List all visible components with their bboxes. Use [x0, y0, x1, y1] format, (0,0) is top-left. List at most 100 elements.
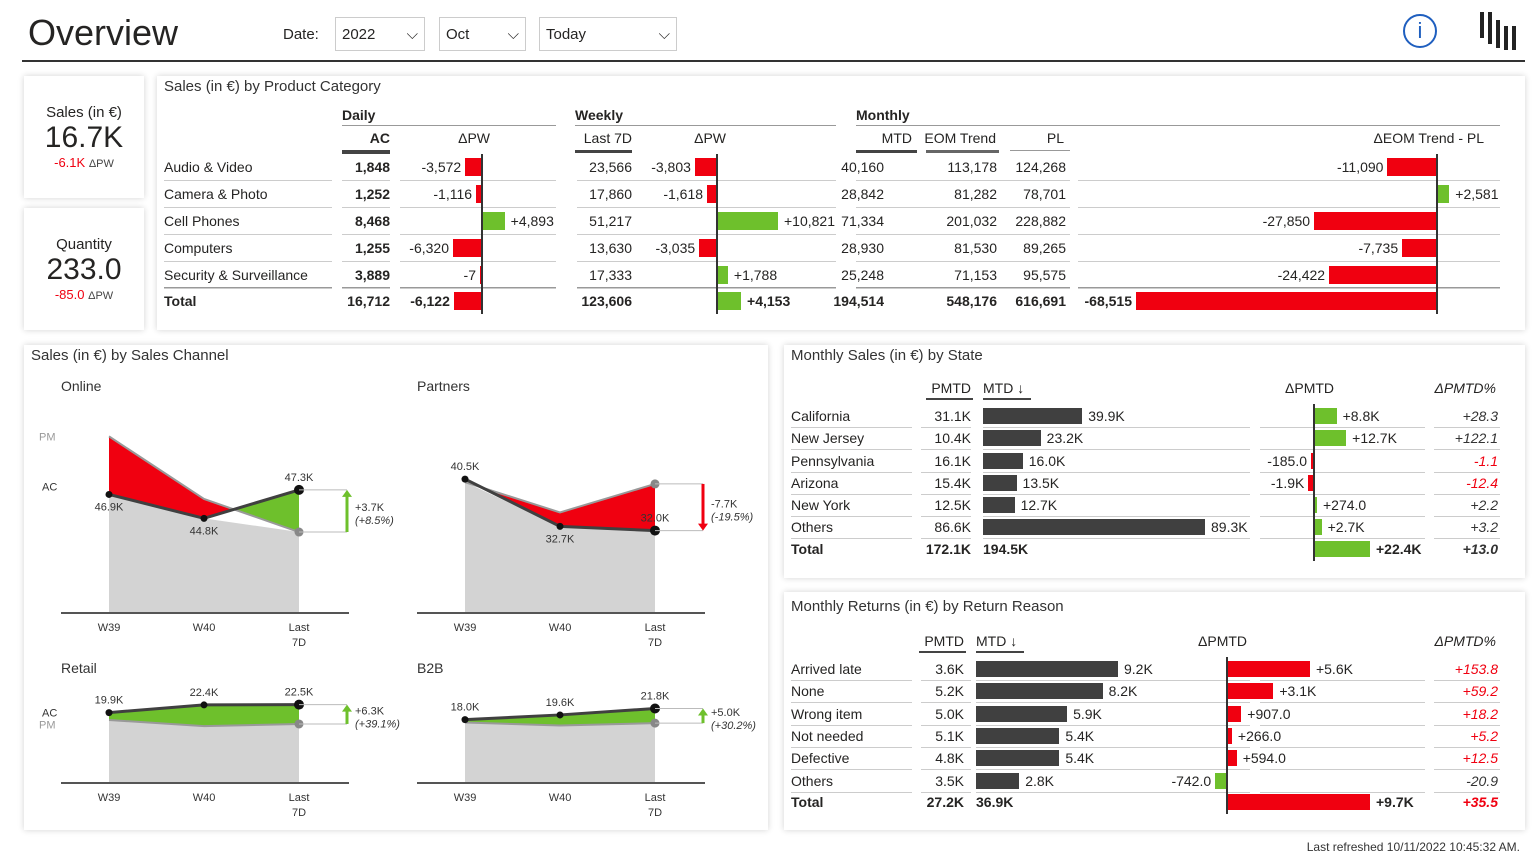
row-divider	[164, 180, 332, 181]
header-pl: PL	[1046, 130, 1064, 146]
variance-area	[560, 708, 655, 726]
group-monthly: Monthly	[856, 107, 910, 123]
data-label: 32.7K	[546, 533, 575, 545]
row-divider	[976, 769, 1250, 770]
x-tick-label: W40	[549, 622, 572, 634]
month-dropdown[interactable]: Oct ⌵	[439, 17, 526, 51]
row-divider	[791, 725, 912, 726]
row-divider	[983, 538, 1250, 539]
row-name: New Jersey	[791, 430, 865, 446]
row-name: Not needed	[791, 728, 864, 744]
group-weekly: Weekly	[575, 107, 623, 123]
delta-value: +6.3K	[355, 705, 385, 717]
mtd-value: 5.9K	[1073, 706, 1102, 722]
chart-title: B2B	[417, 660, 443, 676]
row-divider	[983, 427, 1250, 428]
row-divider	[921, 538, 971, 539]
x-tick-label: W40	[193, 622, 216, 634]
weekly-last7d: 13,630	[589, 240, 632, 256]
row-divider	[164, 288, 332, 289]
delta-value: +9.7K	[1376, 794, 1414, 810]
table-row: Others 86.6K 89.3K +2.7K +3.2	[784, 345, 1525, 578]
row-divider	[1434, 516, 1500, 517]
delta-value: +3.1K	[1279, 683, 1317, 699]
mtd-bar	[983, 475, 1017, 491]
weekly-last7d: 17,860	[589, 186, 632, 202]
delta-bar	[1228, 706, 1242, 722]
mtd-value: 23.2K	[1046, 430, 1084, 446]
dpmtd-pct: +28.3	[1462, 408, 1498, 424]
table-row: Total 172.1K 194.5K +22.4K +13.0	[784, 345, 1525, 578]
weekly-last7d: 17,333	[589, 267, 632, 283]
pmtd-value: 86.6K	[934, 519, 971, 535]
row-divider	[342, 207, 390, 208]
header-daily-dpw: ΔPW	[458, 130, 490, 146]
year-dropdown[interactable]: 2022 ⌵	[335, 17, 425, 51]
info-icon[interactable]: i	[1403, 14, 1437, 48]
weekly-last7d: 51,217	[589, 213, 632, 229]
header-dpmtd-pct: ΔPMTD%	[1434, 380, 1496, 396]
category-name: Audio & Video	[164, 159, 253, 175]
category-name: Total	[164, 293, 197, 309]
kpi-value: 233.0	[46, 253, 122, 286]
pmtd-value: 31.1K	[934, 408, 971, 424]
header-underline	[856, 150, 917, 153]
total-divider	[856, 287, 1070, 288]
row-divider	[791, 702, 912, 703]
period-dropdown[interactable]: Today ⌵	[539, 17, 677, 51]
row-divider	[921, 725, 971, 726]
delta-bar	[1329, 266, 1436, 284]
mtd-value: 13.5K	[1022, 475, 1060, 491]
delta-value: +3.7K	[355, 502, 385, 514]
row-name: Arizona	[791, 475, 839, 491]
delta-value: -7.7K	[711, 498, 738, 510]
row-divider	[791, 769, 912, 770]
dpmtd-pct: +122.1	[1454, 430, 1498, 446]
mtd-bar	[983, 497, 1015, 513]
row-divider	[856, 261, 1070, 262]
row-divider	[856, 180, 1070, 181]
delta-value: -7,735	[1358, 240, 1399, 256]
data-label: 22.4K	[190, 687, 219, 699]
dpmtd-pct: -20.9	[1466, 773, 1498, 789]
row-divider	[577, 261, 836, 262]
row-divider	[856, 207, 1070, 208]
row-name: California	[791, 408, 851, 424]
x-tick-label: W39	[98, 792, 121, 804]
table-row: California 31.1K 39.9K +8.8K +28.3	[784, 345, 1525, 578]
chevron-down-icon: ⌵	[658, 25, 670, 43]
header-underline	[575, 150, 632, 153]
row-divider	[1078, 261, 1500, 262]
row-divider	[577, 180, 836, 181]
row-divider	[791, 449, 912, 450]
table-row: Arrived late 3.6K 9.2K +5.6K +153.8	[784, 592, 1525, 830]
delta-bar	[453, 292, 481, 310]
eom-trend: 548,176	[946, 293, 997, 309]
table-row: Total 27.2K 36.9K +9.7K +35.5	[784, 592, 1525, 830]
pm-area	[109, 494, 299, 613]
header-underline	[1010, 150, 1070, 151]
eom-trend: 71,153	[954, 267, 997, 283]
eom-trend: 201,032	[946, 213, 997, 229]
row-divider	[791, 747, 912, 748]
chart-title: Retail	[61, 660, 97, 676]
row-divider	[921, 449, 971, 450]
mtd-bar	[976, 706, 1068, 722]
delta-percent: (+8.5%)	[355, 515, 394, 527]
delta-arrow-head	[698, 523, 708, 531]
delta-bar	[1308, 475, 1313, 491]
row-divider	[983, 516, 1250, 517]
delta-value: +2,581	[1455, 186, 1499, 202]
legend-pm: PM	[39, 431, 56, 443]
variance-area	[204, 499, 234, 519]
row-divider	[921, 792, 971, 793]
row-divider	[976, 747, 1250, 748]
delta-value: +12.7K	[1352, 430, 1397, 446]
dpmtd-pct: +5.2	[1470, 728, 1498, 744]
kpi-delta-label: ΔPW	[88, 158, 114, 170]
header-dpmtd-pct: ΔPMTD%	[1434, 633, 1496, 649]
pmtd-value: 172.1K	[925, 541, 971, 557]
header-dpmtd: ΔPMTD	[1285, 380, 1335, 396]
x-tick-label: Last	[645, 622, 666, 634]
header-pmtd: PMTD	[931, 380, 971, 396]
